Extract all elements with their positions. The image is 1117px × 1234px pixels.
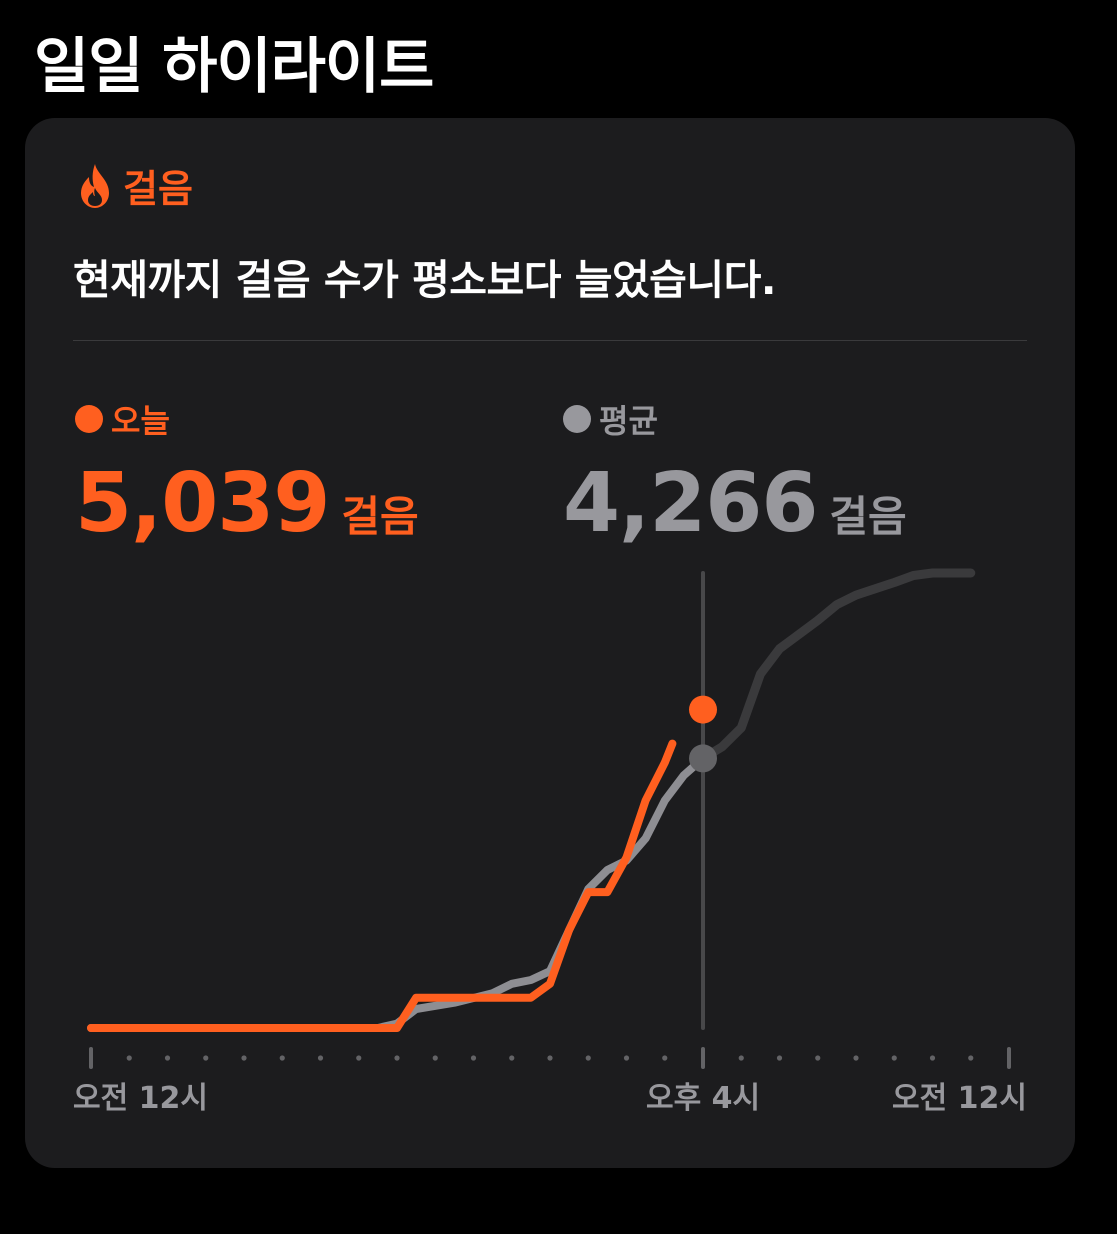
axis-minor-tick (776, 1055, 783, 1061)
axis-minor-tick (509, 1055, 515, 1061)
steps-highlight-card[interactable]: 걸음 현재까지 걸음 수가 평소보다 늘었습니다. 오늘 5,039 걸음 평균… (25, 118, 1075, 1168)
axis-minor-tick (662, 1055, 668, 1061)
average-metric: 평균 4,266 걸음 (563, 396, 907, 551)
axis-minor-tick (203, 1055, 209, 1061)
average-label: 평균 (563, 396, 907, 442)
divider (73, 340, 1027, 341)
x-tick-label: 오후 4시 (646, 1081, 761, 1116)
axis-minor-tick (623, 1055, 630, 1061)
today-value: 5,039 (75, 456, 330, 551)
category-header: 걸음 (75, 158, 193, 213)
today-current-point (689, 695, 717, 724)
axis-minor-tick (279, 1055, 285, 1061)
average-current-point (689, 744, 717, 773)
axis-minor-tick (317, 1055, 324, 1061)
axis-minor-tick (470, 1055, 477, 1061)
axis-minor-tick (432, 1055, 438, 1061)
today-unit: 걸음 (341, 492, 419, 541)
axis-minor-tick (815, 1055, 821, 1061)
category-label: 걸음 (123, 167, 193, 211)
today-label: 오늘 (75, 396, 419, 442)
axis-minor-tick (738, 1055, 744, 1061)
average-future-line (698, 568, 976, 763)
today-dot-icon (75, 405, 103, 433)
average-dot-icon (563, 405, 591, 433)
axis-minor-tick (394, 1055, 400, 1061)
steps-chart (87, 568, 1011, 1069)
today-label-text: 오늘 (111, 402, 170, 440)
x-tick-label: 오전 12시 (73, 1081, 208, 1116)
average-label-text: 평균 (599, 402, 658, 440)
axis-minor-tick (968, 1055, 974, 1061)
axis-minor-tick (356, 1055, 362, 1061)
axis-minor-tick (853, 1055, 859, 1061)
axis-minor-tick (164, 1055, 171, 1061)
summary-text: 현재까지 걸음 수가 평소보다 늘었습니다. (73, 256, 776, 304)
axis-minor-tick (929, 1055, 936, 1061)
axis-minor-tick (891, 1055, 897, 1061)
flame-icon (81, 163, 109, 208)
today-line (87, 739, 677, 1032)
x-tick-label: 오전 12시 (892, 1081, 1027, 1116)
axis-minor-tick (126, 1055, 132, 1061)
average-value: 4,266 (563, 456, 818, 551)
axis-minor-tick (241, 1055, 247, 1061)
axis-minor-tick (547, 1055, 553, 1061)
average-unit: 걸음 (829, 492, 907, 541)
page-title: 일일 하이라이트 (34, 32, 434, 102)
today-metric: 오늘 5,039 걸음 (75, 396, 419, 551)
axis-minor-tick (585, 1055, 591, 1061)
